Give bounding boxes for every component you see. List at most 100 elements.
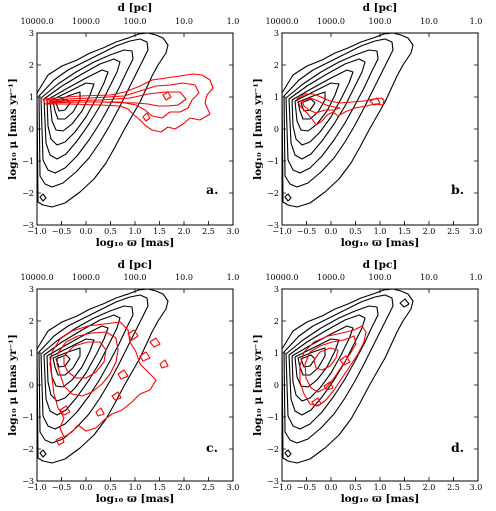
y-tick-label: 3 [29,29,34,38]
x-tick-label: 3.0 [227,227,240,236]
y-tick-label: −1 [267,413,279,422]
panel-d-y-axis-label: log₁₀ μ [mas yr⁻¹] [252,334,264,436]
panel-b-top-axis-label: d [pc] [363,2,398,14]
top-tick-label: 10000.0 [265,17,298,26]
panel-d-red-contours [299,325,367,407]
y-tick-label: −2 [267,189,279,198]
panel-c: −1.0 −0.5 0.0 0.5 1.0 1.5 2.0 2.5 3.0 −3… [7,259,239,505]
panel-a-top-axis-label: d [pc] [118,2,153,14]
y-tick-label: −2 [22,445,34,454]
panel-b-black-contours [282,33,414,208]
x-tick-label: −1.0 [27,227,46,236]
y-tick-label: 2 [274,61,279,70]
panel-b-label: b. [451,182,464,197]
panel-c-y-axis-label: log₁₀ μ [mas yr⁻¹] [7,334,19,436]
panel-d-black-contours [282,289,414,464]
panel-c-top-axis-label: d [pc] [118,259,153,271]
panel-b-y-tick-labels: −3 −2 −1 0 1 2 3 [267,29,279,230]
x-tick-label: 1.0 [129,227,142,236]
y-tick-label: −3 [22,477,34,486]
x-tick-label: 3.0 [227,483,240,492]
panel-b-red-contours [296,93,385,126]
y-tick-label: −3 [267,221,279,230]
x-tick-label: −0.5 [297,227,316,236]
panel-a-red-contours [42,73,214,133]
y-tick-label: 3 [29,285,34,294]
top-tick-label: 1.0 [227,273,240,282]
y-tick-label: 1 [29,349,34,358]
x-tick-label: 1.5 [398,483,411,492]
panel-c-x-axis-label: log₁₀ ϖ [mas] [96,493,175,505]
x-tick-label: −0.5 [52,227,71,236]
top-tick-label: 1000.0 [317,273,345,282]
x-tick-label: −1.0 [272,227,291,236]
panel-b-ticks [281,32,479,226]
panel-b: −1.0 −0.5 0.0 0.5 1.0 1.5 2.0 2.5 3.0 −3… [252,2,482,249]
y-tick-label: 0 [274,125,279,134]
x-tick-label: 0.0 [80,227,93,236]
y-tick-label: 3 [274,285,279,294]
x-tick-label: 2.0 [423,483,436,492]
panel-b-x-axis-label: log₁₀ ϖ [mas] [341,237,420,249]
panel-d-ticks [281,288,479,482]
y-tick-label: 0 [29,125,34,134]
y-tick-label: −3 [267,477,279,486]
x-tick-label: 1.5 [153,227,166,236]
x-tick-label: 3.0 [470,227,483,236]
top-tick-label: 10.0 [175,273,193,282]
panel-c-label: c. [206,440,218,455]
top-tick-label: 100.0 [369,17,392,26]
x-tick-label: −1.0 [27,483,46,492]
top-tick-label: 1.0 [470,273,483,282]
panel-a-x-tick-labels: −1.0 −0.5 0.0 0.5 1.0 1.5 2.0 2.5 3.0 [27,227,239,236]
top-tick-label: 1.0 [227,17,240,26]
x-tick-label: 2.0 [178,227,191,236]
x-tick-label: 1.0 [129,483,142,492]
top-tick-label: 10000.0 [265,273,298,282]
y-tick-label: 2 [274,317,279,326]
panel-a-ticks [36,32,234,226]
top-tick-label: 1.0 [470,17,483,26]
x-tick-label: 2.5 [447,227,460,236]
y-tick-label: 1 [29,93,34,102]
top-tick-label: 100.0 [124,17,147,26]
y-tick-label: 1 [274,349,279,358]
x-tick-label: 1.0 [374,227,387,236]
x-tick-label: 0.5 [104,227,117,236]
y-tick-label: 1 [274,93,279,102]
y-tick-label: −1 [22,157,34,166]
panel-a-x-axis-label: log₁₀ ϖ [mas] [96,237,175,249]
top-tick-label: 1000.0 [72,273,100,282]
x-tick-label: 2.5 [202,483,215,492]
x-tick-label: 0.5 [104,483,117,492]
panel-a-y-tick-labels: −3 −2 −1 0 1 2 3 [22,29,34,230]
x-tick-label: 2.5 [202,227,215,236]
panel-c-red-contours [49,321,169,446]
panel-d-top-tick-labels: 10000.0 1000.0 100.0 10.0 1.0 [265,273,482,282]
top-tick-label: 10000.0 [20,273,53,282]
x-tick-label: 1.5 [153,483,166,492]
panel-d-x-tick-labels: −1.0 −0.5 0.0 0.5 1.0 1.5 2.0 2.5 3.0 [272,483,482,492]
top-tick-label: 10.0 [175,17,193,26]
panel-d-x-axis-label: log₁₀ ϖ [mas] [341,493,420,505]
panel-a: −1.0 −0.5 0.0 0.5 1.0 1.5 2.0 2.5 3.0 −3… [7,2,239,249]
y-tick-label: −2 [22,189,34,198]
x-tick-label: −1.0 [272,483,291,492]
panel-d-y-tick-labels: −3 −2 −1 0 1 2 3 [267,285,279,486]
panel-d-top-axis-label: d [pc] [363,259,398,271]
panel-b-x-tick-labels: −1.0 −0.5 0.0 0.5 1.0 1.5 2.0 2.5 3.0 [272,227,482,236]
y-tick-label: −2 [267,445,279,454]
top-tick-label: 10000.0 [20,17,53,26]
top-tick-label: 1000.0 [72,17,100,26]
panel-c-black-contours [37,289,169,464]
x-tick-label: −0.5 [297,483,316,492]
panel-c-top-tick-labels: 10000.0 1000.0 100.0 10.0 1.0 [20,273,239,282]
panel-d-label: d. [451,440,464,455]
panel-a-top-tick-labels: 10000.0 1000.0 100.0 10.0 1.0 [20,17,239,26]
x-tick-label: 1.5 [398,227,411,236]
panel-a-label: a. [206,182,218,197]
y-tick-label: 0 [29,381,34,390]
x-tick-label: 0.0 [80,483,93,492]
y-tick-label: 2 [29,317,34,326]
